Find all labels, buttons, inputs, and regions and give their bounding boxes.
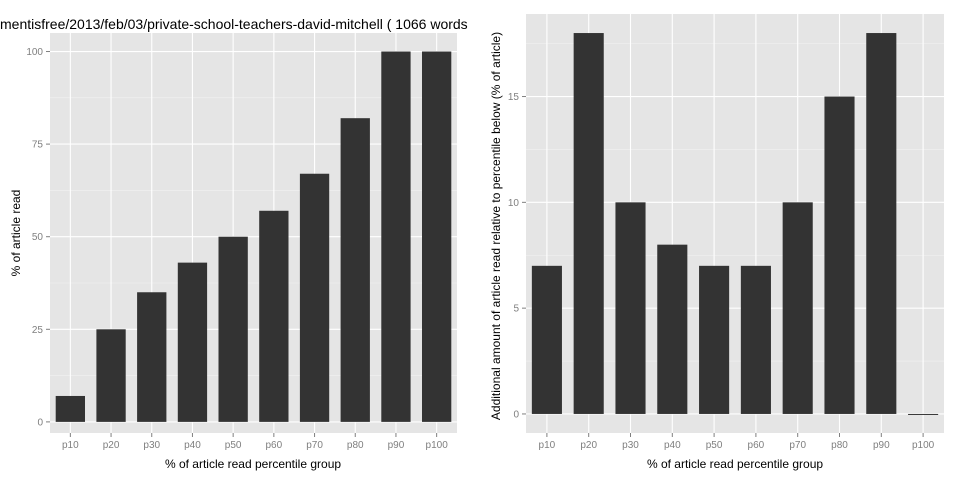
- left-bar-p20: [96, 329, 126, 422]
- right-x-tick-label-p30: p30: [622, 440, 639, 451]
- right-bar-p100: [908, 413, 939, 415]
- left-x-tick-label-p10: p10: [62, 440, 79, 451]
- right-x-tick-label-p70: p70: [789, 440, 806, 451]
- left-x-tick-label-p90: p90: [388, 440, 405, 451]
- left-chart-title: mentisfree/2013/feb/03/private-school-te…: [0, 16, 468, 32]
- left-bar-p10: [55, 395, 86, 422]
- right-x-ticks: p10 p20 p30 p40 p50 p60 p70 p80 p90 p100: [539, 433, 935, 451]
- left-bars: [55, 51, 452, 422]
- left-y-ticks: 0 25 50 75 100: [26, 47, 50, 428]
- right-bar-p40: [657, 244, 688, 414]
- left-bar-p30: [137, 292, 167, 422]
- right-x-tick-label-p100: p100: [912, 440, 935, 451]
- left-y-tick-label-3: 75: [32, 140, 44, 151]
- left-bar-p80: [340, 118, 370, 422]
- left-y-tick-label-1: 25: [32, 325, 44, 336]
- right-y-axis-title: Additional amount of article read relati…: [489, 32, 503, 420]
- left-x-tick-label-p50: p50: [225, 440, 242, 451]
- left-y-tick-label-4: 100: [26, 47, 43, 58]
- right-y-tick-label-3: 15: [508, 92, 520, 103]
- right-bar-p80: [824, 96, 855, 414]
- left-x-axis-title: % of article read percentile group: [165, 457, 341, 471]
- right-x-tick-label-p90: p90: [873, 440, 890, 451]
- right-y-tick-label-1: 5: [513, 304, 519, 315]
- left-bar-p40: [177, 262, 208, 422]
- right-y-tick-label-0: 0: [513, 409, 519, 420]
- left-bar-p70: [299, 173, 330, 422]
- left-x-tick-label-p80: p80: [347, 440, 364, 451]
- right-x-tick-label-p80: p80: [831, 440, 848, 451]
- right-bar-p10: [531, 265, 562, 414]
- right-x-tick-label-p60: p60: [748, 440, 765, 451]
- right-bar-p70: [782, 202, 813, 414]
- right-bar-p60: [740, 265, 771, 414]
- right-x-tick-label-p40: p40: [664, 440, 681, 451]
- right-chart-panel: 0 5 10 15 p10 p20 p30 p40 p50 p60 p70 p80 p90 p100 %…: [489, 14, 944, 471]
- right-x-tick-label-p20: p20: [580, 440, 597, 451]
- left-y-tick-label-0: 0: [37, 417, 43, 428]
- right-y-ticks: 0 5 10 15: [508, 92, 526, 420]
- left-bar-p50: [218, 236, 248, 422]
- right-bar-p50: [699, 265, 730, 414]
- right-y-tick-label-2: 10: [508, 198, 520, 209]
- left-y-tick-label-2: 50: [32, 232, 44, 243]
- left-x-ticks: p10 p20 p30 p40 p50 p60 p70 p80 p90 p100: [62, 433, 448, 451]
- left-x-tick-label-p40: p40: [184, 440, 201, 451]
- left-x-tick-label-p70: p70: [306, 440, 323, 451]
- right-x-tick-label-p10: p10: [539, 440, 556, 451]
- left-x-tick-label-p20: p20: [103, 440, 120, 451]
- right-x-axis-title: % of article read percentile group: [647, 457, 823, 471]
- left-x-tick-label-p100: p100: [426, 440, 449, 451]
- left-x-tick-label-p30: p30: [143, 440, 160, 451]
- left-bar-p60: [259, 210, 289, 422]
- left-bar-p100: [421, 51, 452, 422]
- left-bar-p90: [381, 51, 411, 422]
- right-x-tick-label-p50: p50: [706, 440, 723, 451]
- left-x-tick-label-p60: p60: [266, 440, 283, 451]
- left-y-axis-title: % of article read: [9, 190, 23, 277]
- right-bars: [531, 33, 939, 415]
- right-bar-p30: [615, 202, 646, 414]
- right-bar-p90: [866, 33, 897, 414]
- right-bar-p20: [573, 33, 604, 414]
